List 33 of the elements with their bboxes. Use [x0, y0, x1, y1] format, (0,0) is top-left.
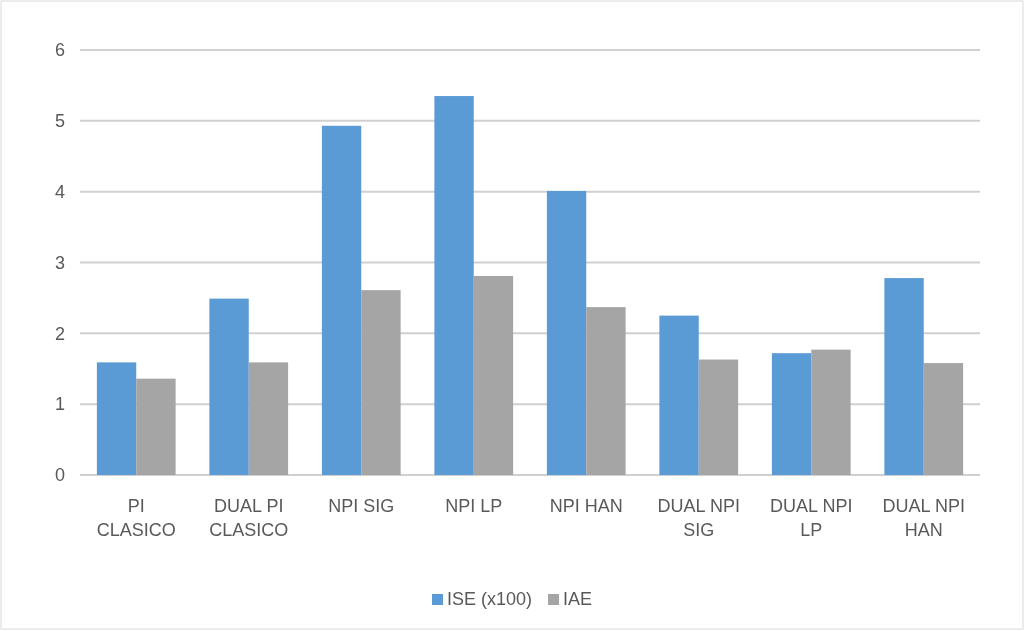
y-tick-label: 4	[54, 181, 65, 202]
bar	[209, 298, 249, 475]
bar	[546, 190, 587, 475]
bar	[361, 290, 401, 475]
bar	[811, 349, 851, 475]
y-tick-label: 3	[54, 252, 65, 273]
x-tick-label: DUAL NPI HAN	[882, 496, 965, 540]
x-tick-label: NPI HAN	[549, 496, 623, 517]
bar	[248, 362, 289, 475]
bar	[923, 363, 964, 475]
y-tick-label: 1	[54, 394, 65, 415]
x-tick-label: NPI LP	[445, 496, 503, 517]
y-tick-label: 2	[54, 323, 65, 344]
bar	[884, 278, 924, 475]
legend-label: ISE (x100)	[447, 589, 533, 609]
bar	[771, 353, 812, 475]
y-tick-label: 6	[54, 40, 65, 61]
bar	[698, 359, 739, 475]
bar	[586, 307, 626, 475]
legend-label: IAE	[563, 589, 593, 609]
x-tick-label: DUAL NPI SIG	[657, 496, 740, 540]
bar	[136, 378, 176, 475]
bar	[321, 125, 362, 475]
bar	[473, 275, 514, 475]
y-tick-label: 0	[54, 465, 65, 486]
bar	[659, 315, 699, 475]
x-tick-label: DUAL PI CLASICO	[209, 496, 289, 540]
bar	[96, 362, 137, 475]
x-tick-label: NPI SIG	[328, 496, 395, 517]
x-tick-label: DUAL NPI LP	[770, 496, 853, 540]
y-tick-label: 5	[54, 111, 65, 132]
bar	[434, 96, 474, 475]
x-tick-label: PI CLASICO	[96, 496, 176, 540]
